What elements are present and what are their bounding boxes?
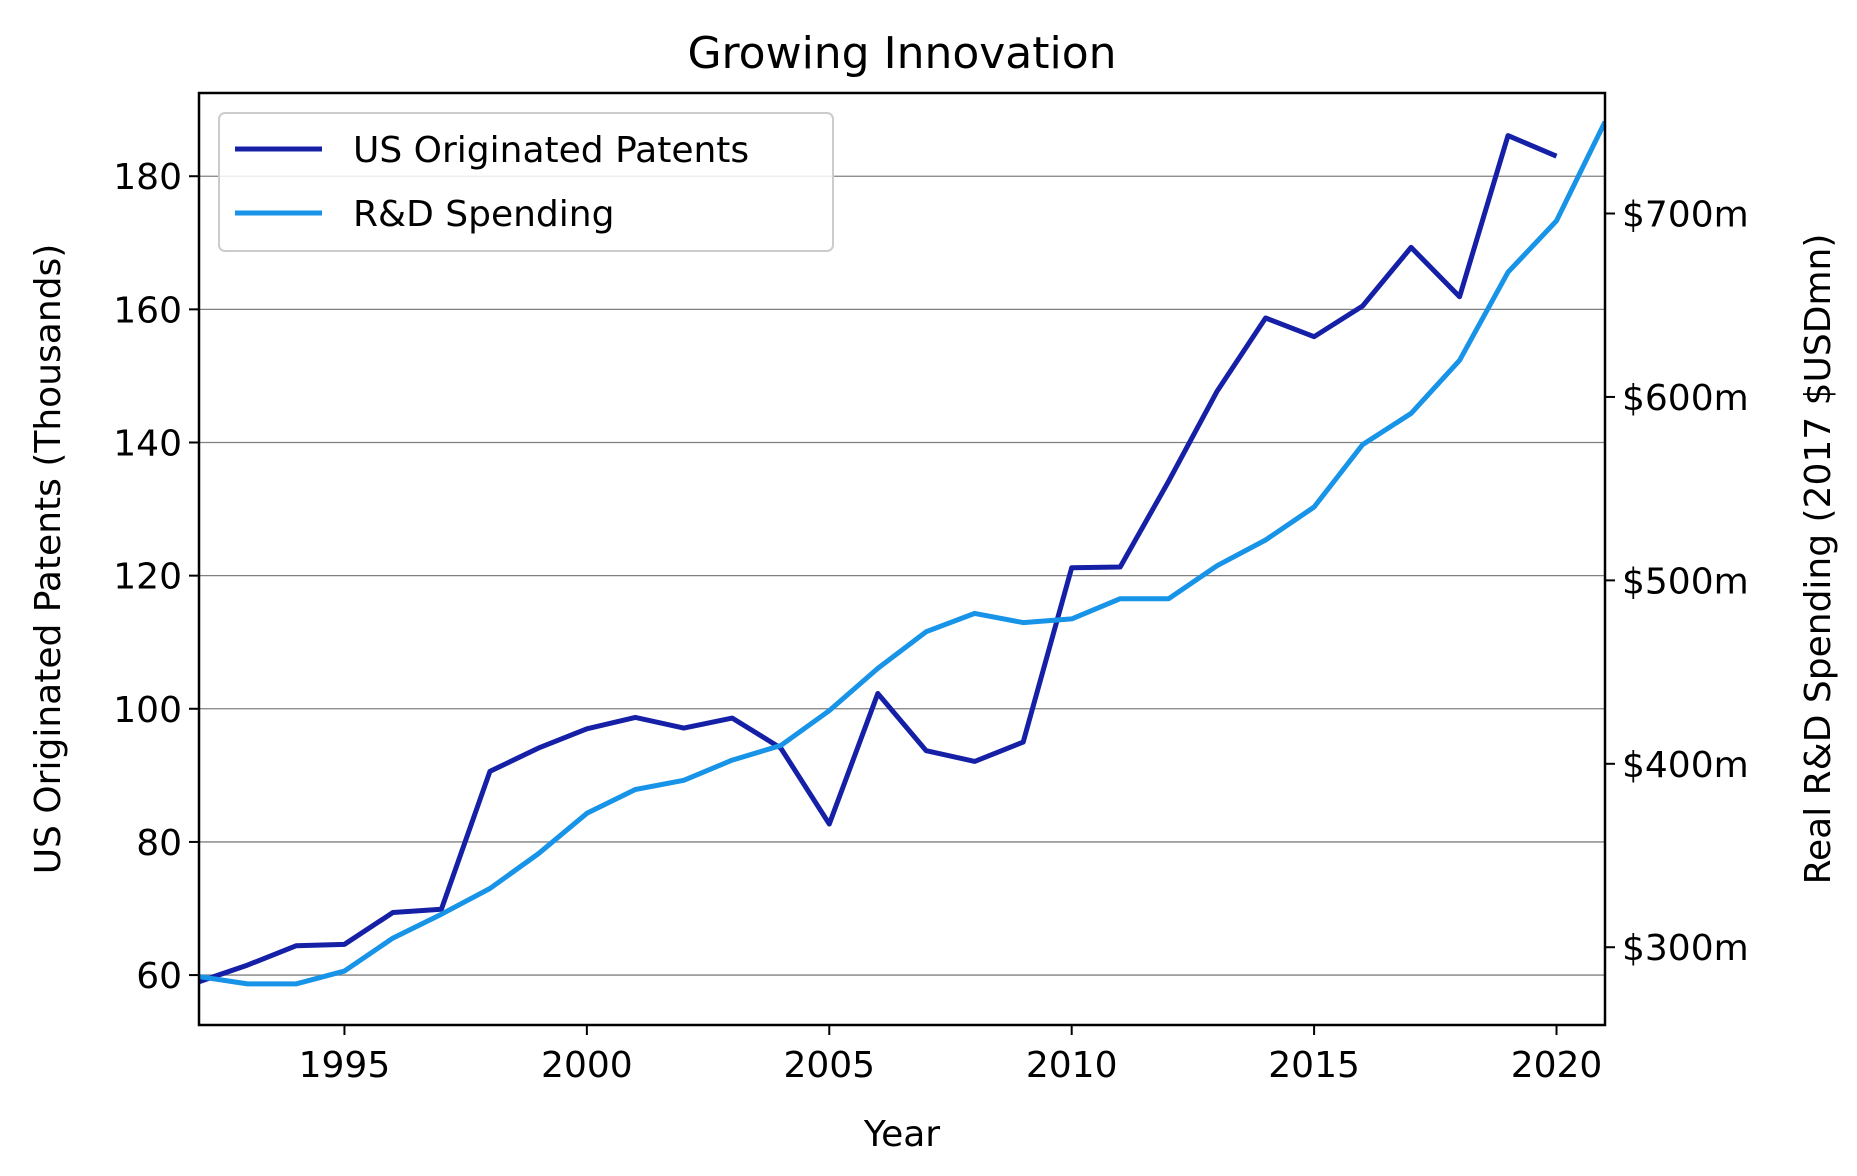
y-tick-label-60: 60 [136,956,182,997]
y-axis-label: US Originated Patents (Thousands) [28,244,69,875]
x-axis: 1995 2000 2005 2010 2015 2020 [299,1025,1603,1086]
legend-label-rd-spending: R&D Spending [353,194,614,235]
y2-tick-label-400: $400m [1622,745,1749,786]
y2-tick-label-500: $500m [1622,561,1749,602]
x-tick-label-1995: 1995 [299,1045,391,1086]
y2-axis-label: Real R&D Spending (2017 $USDmn) [1798,234,1839,885]
y-tick-label-180: 180 [113,157,182,198]
y-tick-label-120: 120 [113,557,182,598]
y2-tick-label-300: $300m [1622,928,1749,969]
plot-frame [197,91,1607,1027]
y2-tick-label-600: $600m [1622,378,1749,419]
x-tick-label-2015: 2015 [1268,1045,1360,1086]
series-line-us-originated-patents [199,133,1558,985]
series-layer [199,120,1605,987]
chart-title: Growing Innovation [687,28,1116,79]
x-tick-label-2010: 2010 [1026,1045,1118,1086]
legend: US Originated Patents R&D Spending [218,112,834,252]
x-tick-label-2005: 2005 [783,1045,875,1086]
grid-lines [199,175,1605,976]
series-line-r-d-spending [199,120,1605,987]
x-axis-label: Year [863,1114,940,1155]
y2-tick-label-700: $700m [1622,195,1749,236]
y-axis-right: $300m $400m $500m $600m $700m [1605,195,1749,969]
y-axis-left: 60 80 100 120 140 160 180 [113,157,199,997]
y-tick-label-80: 80 [136,823,182,864]
legend-box [218,112,834,252]
x-tick-label-2020: 2020 [1511,1045,1603,1086]
y-tick-label-140: 140 [113,424,182,465]
legend-label-patents: US Originated Patents [353,130,749,171]
y-tick-label-160: 160 [113,290,182,331]
y-tick-label-100: 100 [113,690,182,731]
x-tick-label-2000: 2000 [541,1045,633,1086]
